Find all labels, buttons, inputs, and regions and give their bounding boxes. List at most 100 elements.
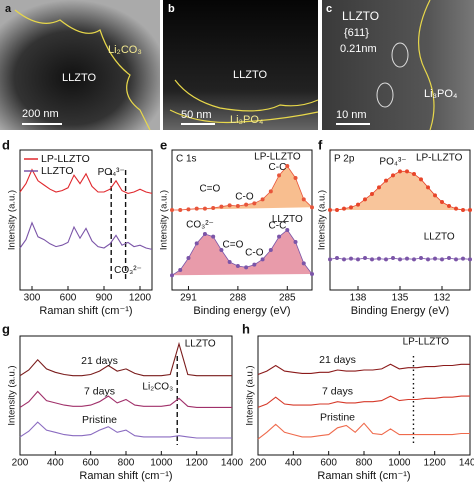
label: {611}	[344, 27, 369, 39]
tem-image	[322, 0, 474, 130]
series-line	[257, 395, 470, 408]
annotation: LP-LLZTO	[403, 336, 450, 347]
data-point	[398, 257, 402, 262]
annotation: CO₃²⁻	[186, 219, 214, 230]
x-tick-label: 600	[60, 293, 77, 304]
x-tick-label: 300	[24, 293, 41, 304]
data-point	[170, 273, 174, 278]
series-label: 7 days	[84, 386, 115, 398]
data-point	[454, 257, 458, 262]
x-tick-label: 1400	[221, 458, 244, 469]
data-point	[260, 257, 265, 262]
data-point	[235, 264, 240, 268]
boundary	[169, 109, 319, 124]
x-tick-label: 291	[180, 293, 197, 304]
x-tick-label: 900	[96, 293, 113, 304]
scale-label: 200 nm	[22, 108, 59, 120]
y-axis-label: Intensity (a.u.)	[245, 365, 256, 425]
image-a: LLZTO Li₂CO₃ 200 nm a	[0, 0, 160, 131]
data-point	[170, 208, 174, 212]
annotation: C=O	[199, 183, 220, 194]
data-point	[447, 204, 451, 208]
data-point	[370, 192, 374, 196]
label: LLZTO	[233, 69, 267, 81]
series-line	[19, 341, 232, 377]
annotation: C-O	[245, 247, 264, 258]
data-point	[211, 234, 216, 239]
label: 0.21nm	[340, 43, 377, 55]
legend-label: LP-LLZTO	[41, 153, 90, 165]
plot-frame	[19, 335, 233, 456]
data-point	[293, 240, 298, 244]
highlight	[376, 82, 394, 108]
x-tick-label: 1000	[150, 458, 173, 469]
data-point	[335, 208, 339, 212]
annotation: LP-LLZTO	[254, 151, 301, 162]
x-tick-label: 1400	[459, 458, 474, 469]
data-point	[342, 206, 346, 211]
label: LLZTO	[342, 9, 379, 23]
data-point	[194, 241, 199, 246]
label: Li₃PO₄	[230, 114, 264, 126]
panel-letter: c	[326, 3, 332, 15]
series-line	[19, 390, 232, 408]
data-point	[268, 248, 273, 252]
data-point	[363, 256, 367, 260]
panel-letter: d	[2, 137, 10, 152]
data-point	[277, 173, 282, 178]
x-axis-label: Raman shift (cm⁻¹)	[79, 470, 172, 482]
highlight	[391, 42, 409, 68]
data-point	[384, 257, 388, 262]
series-line	[19, 421, 232, 439]
x-tick-label: 200	[12, 458, 29, 469]
data-point	[244, 265, 249, 270]
data-point	[252, 262, 257, 267]
x-tick-label: 400	[47, 458, 64, 469]
annotation: PO₄³⁻	[379, 157, 406, 168]
image-b: LLZTO Li₃PO₄ 50 nm b	[163, 0, 319, 130]
y-axis-label: Intensity (a.u.)	[159, 190, 170, 250]
annotation: PO₄³⁻	[98, 167, 125, 178]
x-tick-label: 200	[250, 458, 267, 469]
data-point	[433, 193, 437, 198]
series-line	[19, 168, 153, 194]
data-point	[426, 257, 430, 262]
x-axis-label: Raman shift (cm⁻¹)	[317, 470, 410, 482]
x-tick-label: 135	[392, 293, 409, 304]
data-point	[405, 169, 409, 174]
annotation: CO₃²⁻	[114, 265, 142, 276]
annotation: C=O	[223, 239, 244, 250]
data-point	[285, 228, 290, 232]
data-point	[211, 206, 216, 210]
data-point	[219, 204, 224, 209]
data-point	[178, 268, 183, 272]
data-point	[349, 256, 353, 261]
x-tick-label: 400	[285, 458, 302, 469]
data-point	[377, 256, 381, 261]
annotation: C-C	[269, 162, 287, 173]
annotation: Li₂CO₃	[142, 382, 173, 393]
series-line	[257, 422, 470, 440]
scale-label: 10 nm	[336, 109, 367, 121]
x-tick-label: 1200	[186, 458, 209, 469]
annotation: C-C	[269, 221, 287, 232]
data-point	[412, 257, 416, 262]
x-tick-label: 288	[230, 293, 247, 304]
panel-letter: b	[168, 3, 175, 15]
data-point	[328, 208, 332, 212]
data-point	[454, 206, 458, 211]
plot-frame	[257, 335, 471, 456]
data-point	[356, 202, 360, 207]
data-point	[235, 204, 240, 208]
panel-letter: h	[242, 321, 250, 336]
chart-title: P 2p	[334, 154, 355, 165]
x-tick-label: 600	[320, 458, 337, 469]
data-point	[219, 248, 224, 252]
annotation: LP-LLZTO	[416, 153, 463, 164]
data-point	[293, 176, 298, 180]
data-point	[285, 164, 290, 168]
annotation: LLZTO	[272, 214, 303, 225]
data-point	[301, 197, 306, 202]
legend-label: LLZTO	[41, 165, 73, 177]
boundary	[174, 79, 319, 112]
